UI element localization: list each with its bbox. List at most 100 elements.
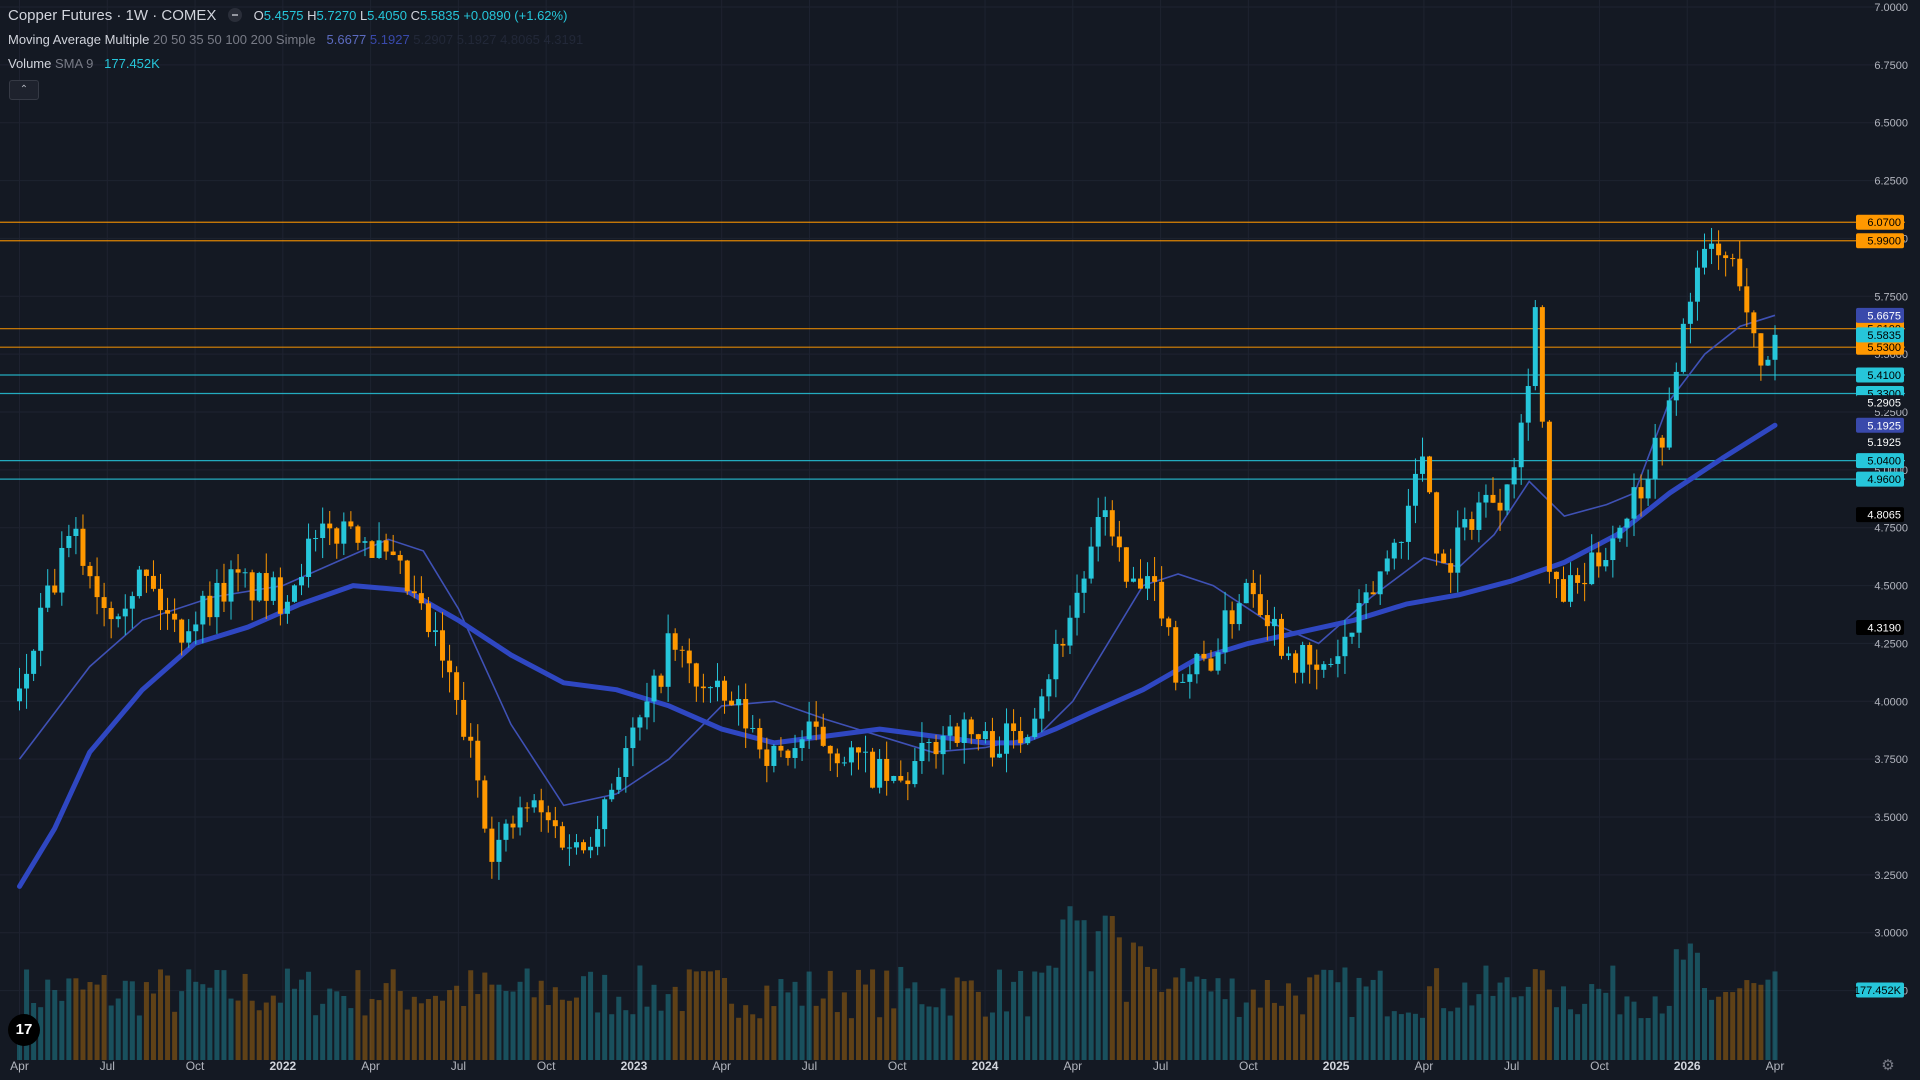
candle-body	[679, 649, 685, 651]
price-tag-label: 4.8065	[1867, 510, 1901, 522]
candle-body	[1716, 243, 1722, 256]
ma-value-5: 4.8065	[500, 32, 540, 47]
volume-bar	[418, 1003, 424, 1060]
visibility-eye-icon[interactable]	[228, 8, 243, 22]
candle-body	[1694, 267, 1700, 302]
volume-bar	[496, 984, 502, 1060]
volume-bar	[313, 1015, 319, 1060]
volume-bar	[1469, 1005, 1475, 1060]
volume-bar	[989, 1012, 995, 1060]
volume-bar	[1243, 1002, 1249, 1060]
symbol-title[interactable]: Copper Futures · 1W · COMEX	[8, 7, 217, 24]
tradingview-logo-icon[interactable]: 17	[8, 1014, 40, 1046]
volume-bar	[1490, 995, 1496, 1060]
time-axis-label: Jul	[100, 1059, 115, 1073]
volume-params: SMA 9	[55, 56, 94, 71]
candle-body	[1490, 494, 1496, 503]
candle-body	[1236, 603, 1242, 625]
volume-bar	[848, 1018, 854, 1060]
volume-bar	[129, 981, 135, 1060]
volume-bar	[143, 982, 149, 1060]
volume-bar	[573, 997, 579, 1060]
volume-bar	[827, 970, 833, 1060]
volume-bar	[101, 975, 107, 1060]
candle-body	[693, 663, 699, 687]
volume-bar	[1765, 979, 1771, 1060]
volume-bar	[214, 969, 220, 1060]
price-tag-label: 5.1925	[1867, 437, 1901, 449]
candle-body	[912, 761, 918, 785]
volume-bar	[277, 1002, 283, 1060]
price-tag-box	[1856, 507, 1904, 523]
volume-legend[interactable]: Volume SMA 9 177.452K	[8, 56, 160, 72]
volume-bar	[1645, 1018, 1651, 1060]
candle-body	[552, 820, 558, 827]
candle-body	[545, 812, 551, 821]
volume-bar	[651, 984, 657, 1060]
volume-bar	[1018, 970, 1024, 1060]
candle-body	[750, 727, 756, 729]
price-axis-label: 6.5000	[1874, 118, 1908, 130]
volume-bar	[926, 1006, 932, 1060]
candle-body	[1772, 334, 1778, 360]
price-axis-label: 7.0000	[1874, 2, 1908, 14]
volume-bar	[489, 984, 495, 1060]
candle-body	[1074, 592, 1080, 618]
candle-body	[743, 699, 749, 729]
volume-bar	[1257, 1007, 1263, 1060]
volume-bar	[1130, 942, 1136, 1060]
candle-body	[919, 742, 925, 762]
volume-bar	[1123, 1001, 1129, 1060]
candle-body	[1469, 519, 1475, 530]
volume-bar	[940, 988, 946, 1060]
candle-body	[1137, 578, 1143, 589]
gear-icon[interactable]: ⚙	[1880, 1058, 1896, 1074]
candle-body	[1109, 510, 1115, 537]
volume-bar	[1039, 972, 1045, 1060]
high-label: H	[307, 8, 317, 23]
candle-body	[31, 650, 37, 674]
volume-bar	[1314, 974, 1320, 1060]
settings-glyph: ⚙	[1881, 1057, 1895, 1074]
volume-bar	[454, 985, 460, 1060]
volume-bar	[122, 980, 128, 1060]
candle-body	[193, 624, 199, 632]
volume-bar	[1560, 986, 1566, 1060]
candle-body	[200, 595, 206, 625]
volume-bar	[404, 1009, 410, 1060]
moving-average-legend[interactable]: Moving Average Multiple 20 50 35 50 100 …	[8, 32, 583, 48]
candle-body	[1004, 723, 1010, 754]
candle-body	[1751, 312, 1757, 334]
candle-body	[1546, 421, 1552, 572]
volume-bar	[1568, 1009, 1574, 1060]
volume-bar	[193, 981, 199, 1060]
candle-body	[989, 731, 995, 758]
open-label: O	[253, 8, 264, 23]
volume-bar	[722, 977, 728, 1060]
candle-body	[136, 569, 142, 597]
volume-bar	[820, 998, 826, 1060]
time-axis[interactable]: Apr Jul Oct 2022 Apr Jul Oct 2023 Apr Jul Oct 2024 A…	[10, 1059, 1784, 1073]
volume-bar	[179, 991, 185, 1060]
price-tag-label: 5.6675	[1867, 310, 1901, 322]
price-tag-box	[1856, 307, 1904, 323]
price-axis-label: 6.2500	[1874, 176, 1908, 188]
volume-bar	[693, 971, 699, 1060]
volume-bar	[1582, 1003, 1588, 1060]
price-axis-label: 4.5000	[1874, 581, 1908, 593]
price-tag-label: 5.5300	[1867, 342, 1901, 354]
candle-body	[207, 595, 213, 618]
candle-body	[1518, 422, 1524, 468]
candle-body	[489, 828, 495, 862]
candle-body	[517, 807, 523, 828]
candle-body	[17, 688, 23, 702]
volume-bar	[1004, 1011, 1010, 1060]
collapse-legend-button[interactable]: ⌃	[9, 80, 39, 100]
horizontal-levels[interactable]	[0, 221, 1905, 480]
candle-body	[1053, 643, 1059, 680]
volume-bar	[1011, 981, 1017, 1060]
time-axis-label: Oct	[1239, 1059, 1258, 1073]
candle-body	[1701, 248, 1707, 268]
candle-body	[214, 582, 220, 618]
